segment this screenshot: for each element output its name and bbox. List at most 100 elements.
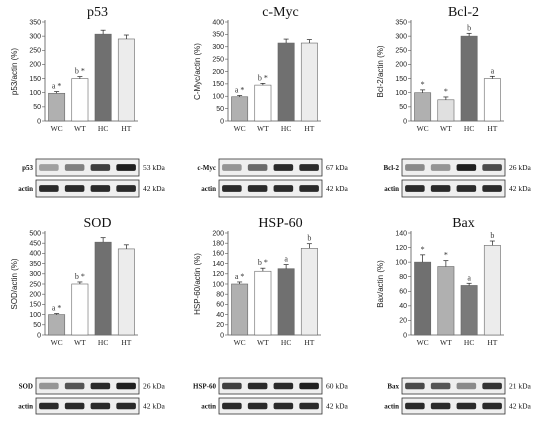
y-tick-label: 60 [216,302,224,309]
blot-kda-label: 42 kDa [143,402,166,411]
blot-strip [35,158,140,177]
blot-kda-label: 26 kDa [143,382,166,391]
x-tick-label: HT [121,338,131,347]
blot-band [430,185,451,192]
blot-strip [218,179,323,198]
blot-band [456,185,477,192]
x-tick-label: WC [51,338,63,347]
blot-band [247,382,268,390]
y-tick-label: 200 [29,62,41,69]
chart-c-myc: c-Myc C-Myc/actin (%) 0 50 100 150 200 250 300 35… [193,5,349,198]
y-tick-label: 200 [395,62,407,69]
blot-band [222,164,242,171]
blot-band [64,185,85,192]
chart-title: c-Myc [262,5,299,20]
blot-band [273,402,294,410]
x-tick-label: HC [464,338,474,347]
blot-band [116,382,136,390]
significance-label: a * [235,86,245,95]
chart-bax: Bax Bax/actin (%) 0 20 40 60 80 100 120 140 * WC * WT… [376,216,532,415]
bar [48,92,66,122]
y-axis-label: HSP-60/actin (%) [193,253,202,315]
chart-title: p53 [87,5,108,20]
blot-band [273,185,294,192]
blot-row-label: SOD [19,383,33,391]
y-tick-label: 180 [212,241,224,248]
y-tick-label: 40 [216,312,224,319]
bar [94,33,112,122]
y-tick-label: 100 [29,312,41,319]
blot-band [247,402,268,410]
bar [483,78,501,122]
chart-bcl-2: Bcl-2 Bcl-2/actin (%) 0 50 100 150 200 250 300 35… [376,5,532,198]
panel-c-myc: c-Myc C-Myc/actin (%) 0 50 100 150 200 250 300 35… [183,0,366,211]
significance-label: a * [52,82,62,91]
y-tick-label: 50 [33,322,41,329]
blot-kda-label: 67 kDa [326,163,349,172]
blot-band [430,402,451,410]
blot-row-label: c-Myc [197,164,216,172]
blot-band [405,164,425,171]
y-tick-label: 400 [212,19,224,26]
significance-label: a [491,66,495,75]
y-tick-label: 450 [29,241,41,248]
x-tick-label: HC [281,338,291,347]
blot-row-label: Bcl-2 [383,164,399,172]
blot-row-label: actin [201,403,216,411]
y-tick-label: 160 [212,251,224,258]
y-tick-label: 0 [37,332,41,339]
blot-band [64,402,85,410]
y-tick-label: 300 [29,271,41,278]
y-tick-label: 350 [395,19,407,26]
blot-strip [401,377,506,395]
panel-hsp-60: HSP-60 HSP-60/actin (%) 0 20 40 60 80 100 120 140… [183,211,366,422]
y-tick-label: 100 [395,90,407,97]
blot-strip [35,397,140,415]
blot-row-label: actin [18,185,33,193]
bar [483,245,501,336]
significance-label: * [444,87,448,96]
significance-label: b * [75,272,85,281]
y-tick-label: 250 [395,48,407,55]
y-axis-label: Bax/actin (%) [376,260,385,308]
y-tick-label: 100 [29,90,41,97]
x-tick-label: WT [74,124,86,133]
blot-band [116,402,136,410]
blot-kda-label: 26 kDa [509,163,532,172]
bar [437,99,455,122]
bar [277,268,295,336]
bar [300,247,318,336]
x-tick-label: HC [464,124,474,133]
blot-row-label: p53 [22,164,33,172]
y-tick-label: 200 [212,230,224,237]
blot-band [90,185,111,192]
x-tick-label: HT [304,338,314,347]
y-tick-label: 300 [395,33,407,40]
y-tick-label: 50 [399,104,407,111]
y-tick-label: 120 [212,271,224,278]
chart-title: HSP-60 [258,216,302,231]
blot-band [456,402,477,410]
blot-band [90,402,111,410]
bar [414,92,432,122]
chart-sod: SOD SOD/actin (%) 0 50 100 150 200 250 300 350 400… [10,216,166,415]
blot-band [299,382,319,390]
y-tick-label: 0 [220,332,224,339]
y-tick-label: 0 [220,118,224,125]
blot-band [405,402,425,410]
bar [71,283,89,336]
blot-band [64,382,85,390]
x-tick-label: WC [417,338,429,347]
blot-kda-label: 42 kDa [326,184,349,193]
blot-band [299,185,319,192]
y-tick-label: 200 [212,69,224,76]
blot-band [39,185,59,192]
y-tick-label: 140 [212,261,224,268]
significance-label: b [490,231,494,240]
x-tick-label: HT [487,338,497,347]
significance-label: * [444,251,448,260]
blot-band [222,402,242,410]
blot-row-label: HSP-60 [193,383,216,391]
blot-band [39,382,59,390]
bar [254,84,272,122]
